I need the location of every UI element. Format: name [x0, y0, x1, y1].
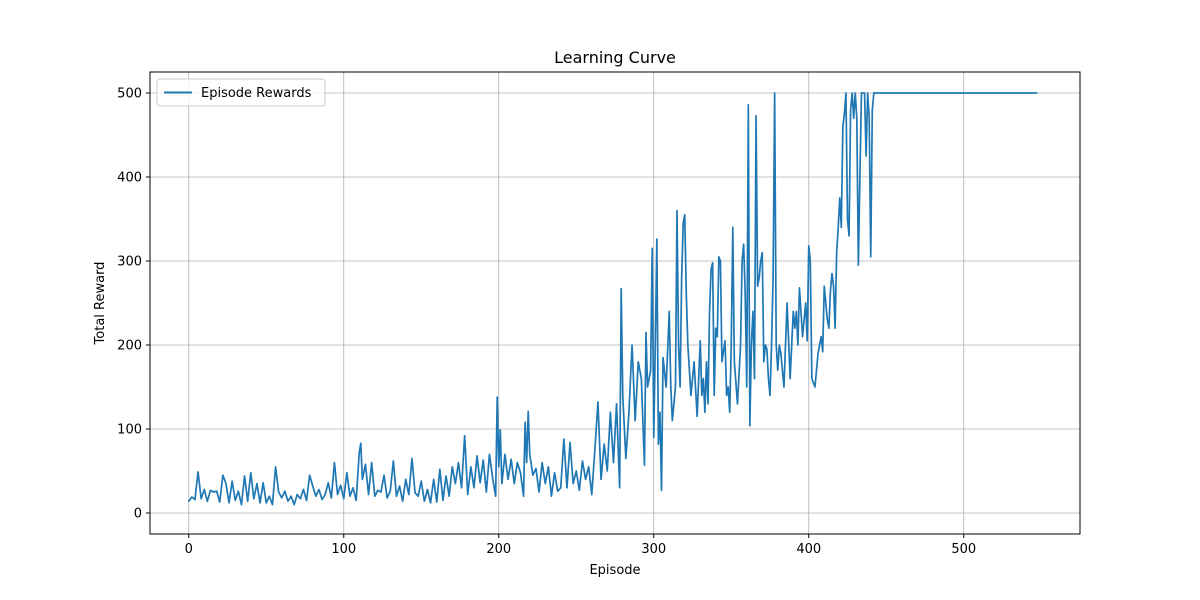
tick-layer: 0 100 200 300 400 500 0 100 200 300 400 500: [117, 87, 976, 558]
legend-label-episode-rewards: Episode Rewards: [201, 86, 312, 101]
plot-area-frame: [149, 71, 1081, 535]
y-tick-label: 200: [117, 339, 142, 354]
series-layer: [187, 92, 1038, 506]
y-axis-label: Total Reward: [93, 262, 108, 346]
x-tick-label: 300: [641, 542, 666, 557]
y-tick-label: 0: [134, 507, 142, 522]
grid-layer: [150, 72, 1080, 534]
series-line-episode-rewards: [187, 92, 1038, 506]
x-tick-label: 500: [951, 542, 976, 557]
x-axis-label: Episode: [589, 563, 640, 578]
y-tick-label: 100: [117, 423, 142, 438]
x-tick-label: 100: [331, 542, 356, 557]
chart-title: Learning Curve: [554, 48, 676, 67]
y-tick-label: 400: [117, 171, 142, 186]
x-tick-label: 0: [185, 542, 193, 557]
legend: Episode Rewards: [156, 78, 326, 107]
x-tick-label: 400: [796, 542, 821, 557]
legend-box: [156, 78, 326, 107]
y-tick-label: 500: [117, 87, 142, 102]
y-tick-label: 300: [117, 255, 142, 270]
x-tick-label: 200: [486, 542, 511, 557]
